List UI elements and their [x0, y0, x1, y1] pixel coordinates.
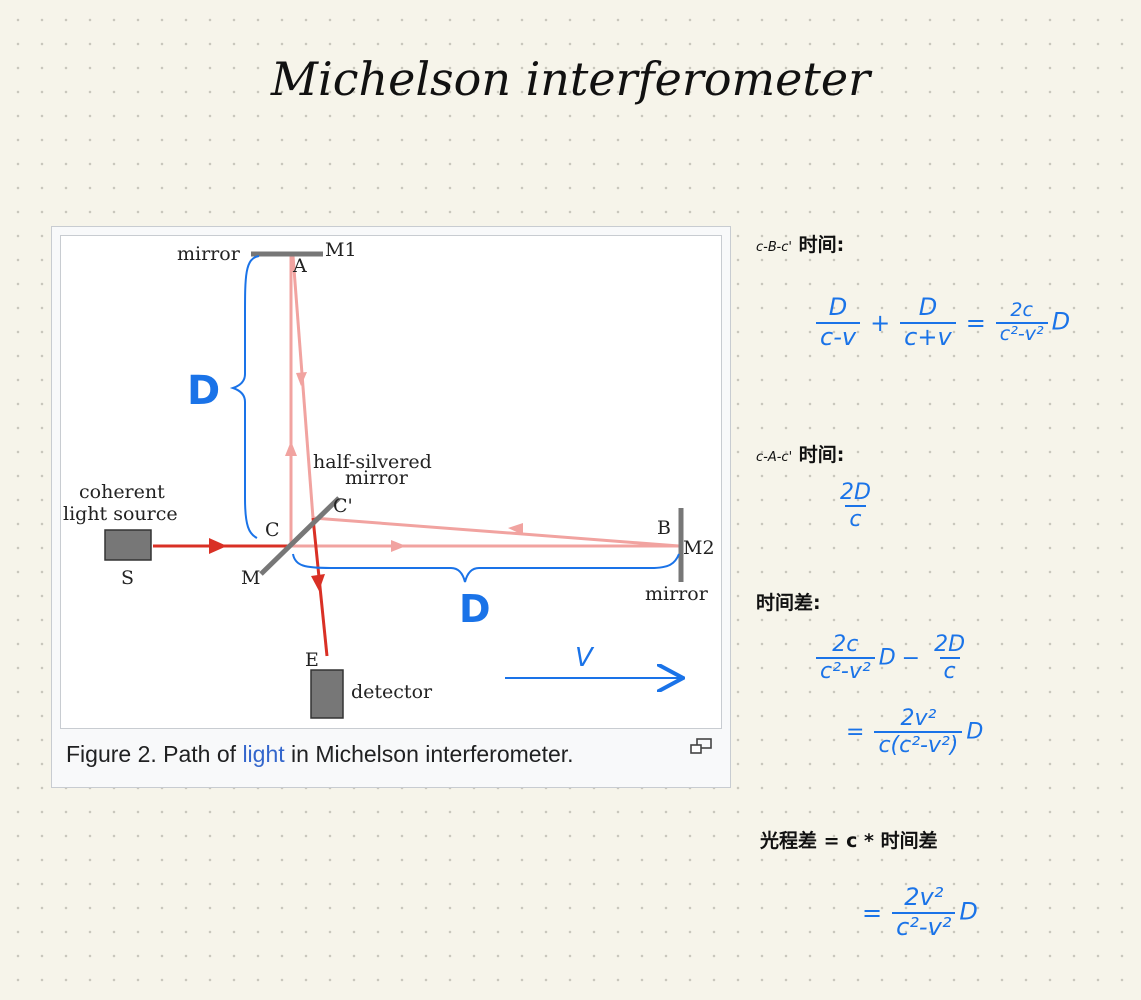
- label-detector: detector: [351, 681, 433, 703]
- arrow-left-icon: [508, 523, 523, 535]
- label-half-silvered-2: mirror: [345, 467, 409, 489]
- vertical-brace: [229, 255, 260, 539]
- opd-heading: 光程差 = c * 时间差: [760, 830, 938, 852]
- detector: [310, 669, 344, 719]
- label-mirror-top: mirror: [177, 243, 241, 265]
- opd-formula: = 2v² c²-v² D: [862, 883, 978, 941]
- label-b: B: [657, 517, 671, 539]
- label-d-horizontal: D: [459, 587, 491, 631]
- light-source: [104, 529, 152, 561]
- cac-heading: c-A-c' 时间:: [756, 444, 845, 466]
- figure-caption: Figure 2. Path of light in Michelson int…: [66, 741, 574, 767]
- label-e: E: [305, 649, 319, 671]
- page-title: Michelson interferometer: [270, 52, 871, 106]
- arrow-up-icon: [285, 441, 297, 456]
- diff-heading: 时间差:: [756, 592, 821, 614]
- label-d-vertical: D: [187, 368, 220, 414]
- interferometer-diagram: mirror M1 A half-silvered mirror C' cohe…: [63, 239, 715, 719]
- label-v: V: [575, 643, 595, 673]
- label-a: A: [292, 255, 307, 277]
- light-link[interactable]: light: [242, 741, 285, 767]
- enlarge-icon[interactable]: [688, 737, 714, 757]
- label-half-silvered-1: half-silvered: [313, 451, 432, 473]
- label-coherent: coherent: [79, 481, 165, 503]
- label-m2: M2: [683, 537, 715, 559]
- figure-card: mirror M1 A half-silvered mirror C' cohe…: [51, 226, 731, 788]
- diff-formula-1: 2c c²-v² D −2D c: [812, 632, 973, 685]
- horizontal-brace: [292, 553, 680, 583]
- diff-formula-2: = 2v² c(c²-v²) D: [846, 706, 984, 759]
- figure-image[interactable]: mirror M1 A half-silvered mirror C' cohe…: [60, 235, 722, 729]
- label-mirror-right: mirror: [645, 583, 709, 605]
- label-s: S: [121, 567, 134, 589]
- half-silvered-mirror: [259, 496, 341, 576]
- arrow-right-icon: [209, 538, 227, 554]
- label-m1: M1: [325, 239, 357, 261]
- beam-a-to-cprime: [291, 255, 315, 519]
- beam-b-to-cprime: [312, 516, 680, 548]
- label-c-prime: C': [333, 495, 353, 517]
- label-c: C: [265, 519, 280, 541]
- label-m: M: [241, 567, 260, 589]
- arrow-right-icon: [391, 540, 406, 552]
- arrow-down-icon: [296, 372, 307, 386]
- arrow-down-icon: [311, 574, 325, 591]
- cac-formula: 2D c: [840, 480, 871, 533]
- label-light-source: light source: [63, 503, 178, 525]
- cbc-heading: c-B-c' 时间:: [756, 234, 845, 256]
